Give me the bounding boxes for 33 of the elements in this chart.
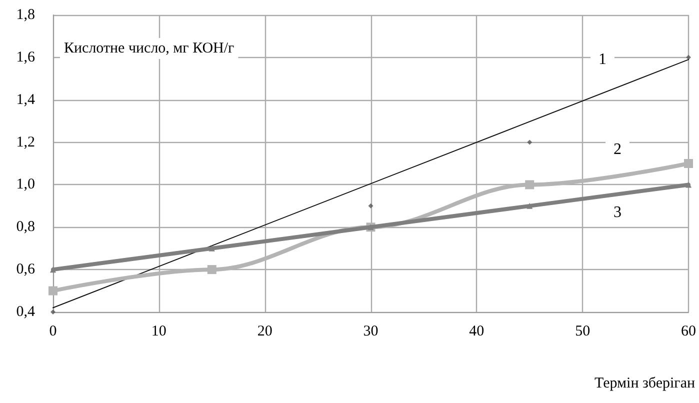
point	[207, 265, 216, 274]
point	[208, 245, 215, 252]
point	[686, 54, 691, 60]
point	[686, 182, 692, 188]
y-axis-title: Кислотне число, мг КОН/г	[64, 40, 234, 56]
x-tick-label: 30	[363, 324, 378, 340]
point	[525, 180, 534, 190]
x-tick-label: 0	[49, 324, 57, 340]
series-label: 3	[614, 204, 622, 222]
x-tick-label: 10	[151, 324, 166, 340]
x-tick-label: 50	[575, 324, 590, 340]
y-tick-label: 0,6	[16, 262, 36, 278]
line-series	[50, 182, 692, 273]
x-tick-label: 40	[469, 324, 484, 340]
y-tick-label: 0,8	[16, 219, 35, 236]
point	[368, 203, 374, 208]
point	[50, 310, 56, 314]
series-label: 2	[614, 141, 622, 158]
y-tick-label: 1,2	[16, 134, 35, 150]
series-label: 1	[598, 51, 606, 68]
x-axis-title: Термін зберіган	[594, 376, 696, 392]
point	[526, 202, 533, 209]
point	[684, 159, 693, 168]
point	[527, 140, 532, 145]
x-tick-label: 60	[681, 324, 696, 340]
point	[50, 266, 56, 273]
y-tick-label: 0,4	[16, 304, 36, 320]
y-tick-label: 1,8	[16, 7, 35, 23]
x-tick-label: 20	[257, 324, 272, 340]
y-tick-label: 1,4	[16, 92, 36, 108]
point	[48, 286, 58, 296]
y-tick-label: 1,6	[16, 49, 36, 66]
y-tick-label: 1,0	[16, 176, 35, 193]
